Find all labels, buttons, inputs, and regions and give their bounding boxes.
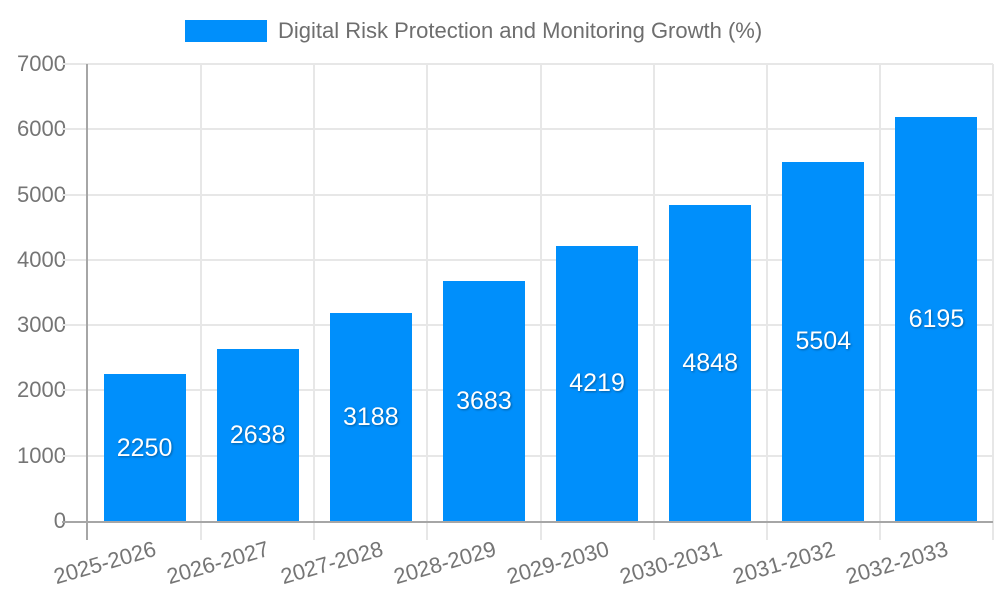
gridline-v bbox=[992, 64, 994, 540]
bar: 4848 bbox=[669, 204, 752, 521]
y-tick-label: 0 bbox=[53, 508, 66, 533]
y-tick-label: 5000 bbox=[17, 181, 66, 207]
x-tick-label: 2025-2026 bbox=[51, 536, 160, 590]
x-tick-label: 2032-2033 bbox=[843, 536, 952, 590]
x-tick-label: 2028-2029 bbox=[390, 536, 499, 590]
y-axis-line bbox=[86, 64, 88, 540]
bar: 5504 bbox=[782, 161, 865, 521]
bar: 3188 bbox=[329, 312, 412, 521]
gridline-h bbox=[62, 258, 993, 261]
bar: 2250 bbox=[103, 374, 186, 521]
gridline-v bbox=[878, 64, 881, 540]
x-tick-label: 2029-2030 bbox=[503, 536, 612, 590]
x-tick-label: 2027-2028 bbox=[277, 536, 386, 590]
bar: 4219 bbox=[556, 245, 639, 521]
x-tick-label: 2031-2032 bbox=[729, 536, 838, 590]
bar-value-label: 5504 bbox=[795, 327, 852, 356]
y-tick-label: 6000 bbox=[17, 116, 66, 142]
gridline-h bbox=[62, 389, 993, 392]
bar-value-label: 6195 bbox=[908, 304, 965, 333]
gridline-h bbox=[62, 193, 993, 196]
bar-value-label: 4219 bbox=[569, 369, 625, 398]
legend: Digital Risk Protection and Monitoring G… bbox=[185, 20, 762, 42]
y-tick-label: 2000 bbox=[17, 377, 66, 403]
x-tick-label: 2030-2031 bbox=[616, 536, 725, 590]
y-tick-label: 1000 bbox=[17, 442, 66, 468]
gridline-v bbox=[765, 64, 768, 540]
gridline-v bbox=[426, 64, 429, 540]
bar-value-label: 4848 bbox=[682, 348, 738, 377]
bar-value-label: 3188 bbox=[343, 402, 399, 431]
gridline-v bbox=[652, 64, 655, 540]
y-tick-label: 7000 bbox=[17, 51, 66, 76]
legend-swatch bbox=[185, 20, 267, 42]
gridline-h bbox=[62, 454, 993, 457]
gridline-h bbox=[62, 63, 993, 66]
x-axis-line bbox=[62, 521, 993, 523]
gridline-h bbox=[62, 128, 993, 131]
bar: 3683 bbox=[442, 280, 525, 521]
gridline-v bbox=[539, 64, 542, 540]
x-tick-label: 2026-2027 bbox=[164, 536, 273, 590]
y-tick-label: 3000 bbox=[17, 312, 66, 338]
gridline-v bbox=[200, 64, 203, 540]
bar-value-label: 2638 bbox=[229, 420, 286, 449]
bar: 6195 bbox=[895, 116, 978, 521]
plot-area: 2250 2638 3188 3683 4219 4848 5504 6195 bbox=[62, 63, 994, 540]
bar-value-label: 2250 bbox=[116, 433, 173, 462]
gridline-v bbox=[313, 64, 316, 540]
bar: 2638 bbox=[216, 348, 299, 521]
gridline-h bbox=[62, 324, 993, 327]
legend-label: Digital Risk Protection and Monitoring G… bbox=[278, 18, 763, 43]
bar-value-label: 3683 bbox=[456, 386, 512, 415]
y-tick-label: 4000 bbox=[17, 246, 66, 272]
